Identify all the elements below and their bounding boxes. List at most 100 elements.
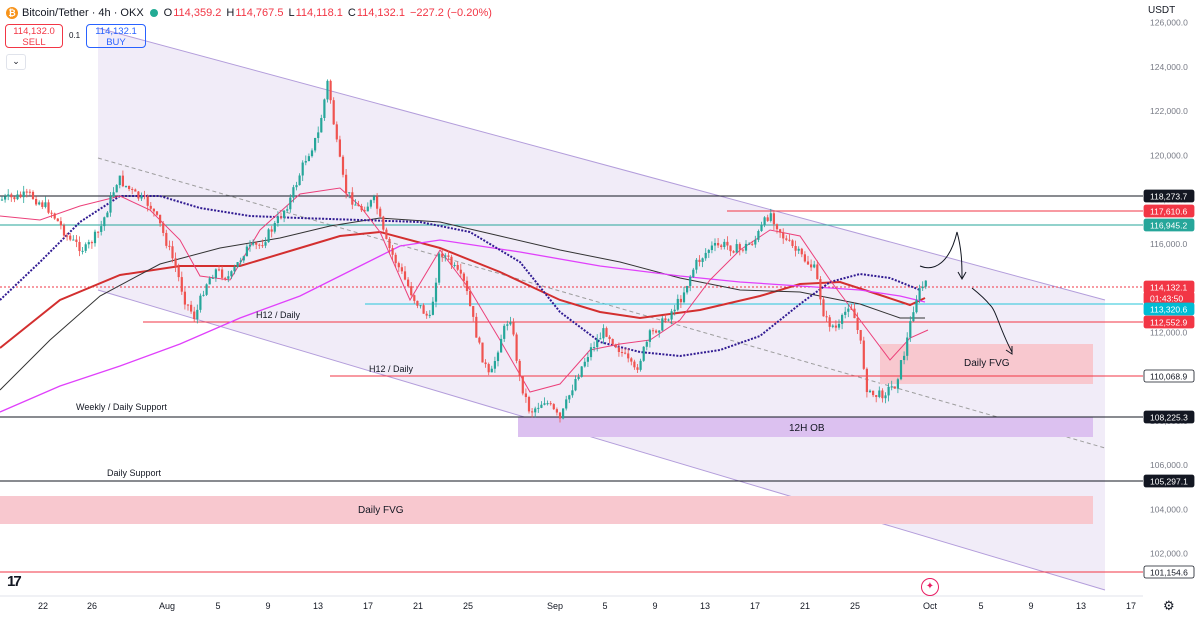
time-axis[interactable]: 22 26 Aug 5 9 13 17 21 25 Sep 5 9 13 17 21 25 Oct 5 9 13 17 xyxy=(0,595,1143,611)
candle-body xyxy=(534,408,537,413)
candle-body xyxy=(28,191,31,193)
candle-body xyxy=(264,242,267,246)
candle-body xyxy=(630,358,633,362)
candle-body xyxy=(676,298,679,310)
candle-body xyxy=(481,342,484,363)
candle-body xyxy=(788,239,791,241)
candle-body xyxy=(283,210,286,218)
candle-body xyxy=(899,360,903,380)
candle-body xyxy=(772,213,775,225)
candle-body xyxy=(81,250,84,252)
candle-body xyxy=(555,409,558,413)
candle-body xyxy=(25,191,28,193)
candle-body xyxy=(707,250,710,253)
symbol-title[interactable]: Bitcoin/Tether · 4h · OKX xyxy=(22,7,144,19)
candle-body xyxy=(611,338,614,345)
currency-selector[interactable]: USDT xyxy=(1148,5,1176,16)
candle-body xyxy=(670,311,673,320)
candle-body xyxy=(109,196,112,213)
candle-body xyxy=(658,330,661,333)
ohlc-open-label: O xyxy=(163,7,173,19)
candle-body xyxy=(679,298,682,303)
candle-body xyxy=(748,243,751,245)
candle-body xyxy=(338,139,341,157)
tradingview-logo-icon[interactable]: 17 xyxy=(7,573,22,590)
candle-body xyxy=(819,279,822,300)
price-tick-label: 104,000.0 xyxy=(1150,504,1188,514)
candle-body xyxy=(248,244,252,247)
gear-icon[interactable]: ⚙ xyxy=(1163,598,1175,613)
candle-body xyxy=(751,243,754,245)
candle-body xyxy=(363,210,366,212)
time-tick-label: 26 xyxy=(87,601,97,611)
candle-body xyxy=(258,244,261,246)
candle-body xyxy=(93,231,97,244)
time-tick-label: 13 xyxy=(313,601,323,611)
candle-body xyxy=(124,185,128,187)
candle-body xyxy=(239,260,242,263)
candle-body xyxy=(717,242,720,246)
candle-body xyxy=(444,255,447,257)
candle-body xyxy=(599,338,602,340)
candle-body xyxy=(791,240,794,247)
candlestick-series xyxy=(0,79,927,423)
candle-body xyxy=(503,325,506,339)
candle-body xyxy=(434,282,438,302)
sell-button[interactable]: 114,132.0 SELL xyxy=(5,24,63,48)
candle-body xyxy=(627,353,630,359)
candle-body xyxy=(357,204,360,207)
candle-body xyxy=(56,218,59,222)
candle-body xyxy=(410,286,413,296)
candle-body xyxy=(512,322,515,335)
candle-body xyxy=(295,185,298,188)
candle-body xyxy=(255,242,258,245)
candle-body xyxy=(580,366,583,377)
candle-body xyxy=(859,329,862,341)
candle-body xyxy=(416,300,419,306)
collapse-legend-button[interactable]: ⌄ xyxy=(6,54,26,70)
buy-button[interactable]: 114,132.1 BUY xyxy=(86,24,146,48)
buy-price: 114,132.1 xyxy=(95,26,137,37)
candle-body xyxy=(803,254,806,262)
price-scale[interactable]: 126,000.0 124,000.0 122,000.0 120,000.0 118,… xyxy=(1143,0,1200,595)
candle-body xyxy=(72,239,75,241)
candle-body xyxy=(596,339,599,348)
candle-body xyxy=(720,245,723,247)
candle-body xyxy=(351,192,354,205)
candle-body xyxy=(66,235,69,237)
candle-body xyxy=(155,211,159,215)
time-tick-label: 21 xyxy=(413,601,423,611)
ohlc-high-label: H xyxy=(226,7,235,19)
candle-body xyxy=(103,217,106,227)
candle-body xyxy=(664,318,667,321)
candle-body xyxy=(875,395,878,397)
candle-body xyxy=(224,277,227,279)
candle-body xyxy=(276,216,279,224)
candle-body xyxy=(763,217,766,226)
candle-body xyxy=(0,199,4,201)
candle-body xyxy=(22,191,25,198)
candle-body xyxy=(524,393,527,398)
price-tag-label: 01:43:50 xyxy=(1150,294,1183,304)
candle-body xyxy=(729,245,732,252)
price-tick-label: 116,000.0 xyxy=(1150,239,1187,249)
daily-fvg-lower-label: Daily FVG xyxy=(358,505,404,516)
candle-body xyxy=(614,344,617,348)
sparkle-icon[interactable]: ✦ xyxy=(921,578,939,596)
candle-body xyxy=(462,273,465,281)
candle-body xyxy=(735,244,738,253)
candle-body xyxy=(267,229,270,243)
candle-body xyxy=(605,328,608,337)
candle-body xyxy=(84,244,87,251)
price-tag: 116,945.2 xyxy=(1143,218,1195,232)
candle-body xyxy=(69,235,72,240)
candle-body xyxy=(543,403,546,405)
candle-body xyxy=(47,202,50,213)
candle-body xyxy=(320,117,323,133)
chevron-down-icon: ⌄ xyxy=(12,56,20,66)
candle-body xyxy=(760,225,763,231)
candle-body xyxy=(366,206,369,212)
candle-body xyxy=(673,309,676,312)
